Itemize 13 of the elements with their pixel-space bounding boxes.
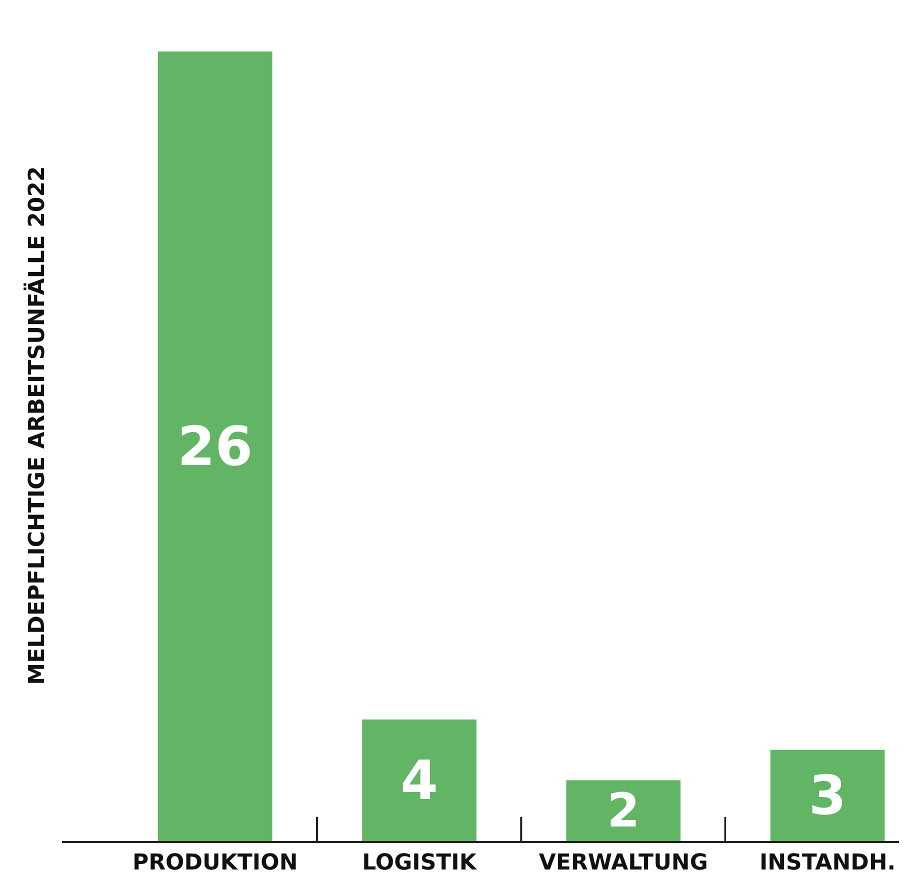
bar xyxy=(158,52,272,841)
data-label: 2 xyxy=(607,784,640,839)
y-axis-title: MELDEPFLICHTIGE ARBEITSUNFÄLLE 2022 xyxy=(22,166,50,685)
bar xyxy=(566,780,681,841)
data-label: 4 xyxy=(400,748,438,812)
x-tick-label: PRODUKTION xyxy=(132,850,298,876)
bar xyxy=(770,750,885,841)
x-tick-label: VERWALTUNG xyxy=(538,850,708,876)
data-label: 3 xyxy=(808,764,846,827)
x-tick-label: INSTANDH. xyxy=(759,850,896,876)
data-label: 26 xyxy=(178,414,253,478)
bar xyxy=(362,720,476,841)
x-tick-label: LOGISTIK xyxy=(362,850,478,876)
